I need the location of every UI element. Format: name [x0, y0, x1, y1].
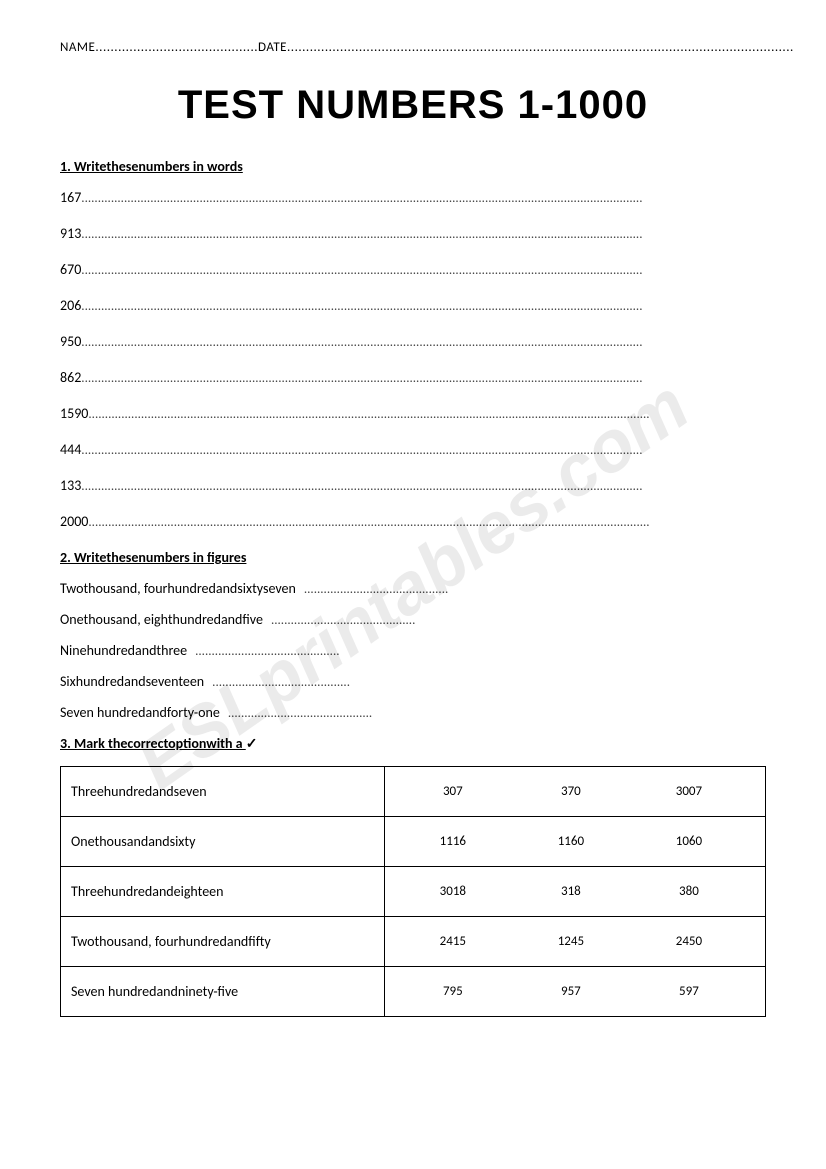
- fig-row: Ninehundredandthree.....................…: [60, 642, 766, 659]
- table-row: Twothousand, fourhundredandfifty 2415 12…: [61, 917, 766, 967]
- option-label: Threehundredandseven: [61, 767, 385, 817]
- check-icon: ✓: [246, 735, 258, 752]
- table-row: Threehundredandeighteen 3018 318 380: [61, 867, 766, 917]
- num-row: 670.....................................…: [60, 261, 766, 278]
- num-row: 913.....................................…: [60, 225, 766, 242]
- fig-text: Twothousand, fourhundredandsixtyseven: [60, 580, 296, 597]
- date-dots: ........................................…: [287, 40, 794, 55]
- fig-row: Onethousand, eighthundredandfive........…: [60, 611, 766, 628]
- option-c[interactable]: 380: [631, 884, 746, 899]
- num-row: 1590....................................…: [60, 405, 766, 422]
- fig-row: Twothousand, fourhundredandsixtyseven...…: [60, 580, 766, 597]
- option-choices: 795 957 597: [385, 967, 766, 1017]
- option-b[interactable]: 1245: [513, 934, 628, 949]
- fill-dots: ........................................…: [81, 335, 642, 350]
- option-choices: 307 370 3007: [385, 767, 766, 817]
- num-value: 167: [60, 189, 81, 206]
- num-row: 206.....................................…: [60, 297, 766, 314]
- option-choices: 3018 318 380: [385, 867, 766, 917]
- fill-dots: ........................................…: [81, 479, 642, 494]
- fig-text: Ninehundredandthree: [60, 642, 187, 659]
- fill-dots: ........................................…: [81, 263, 642, 278]
- num-row: 862.....................................…: [60, 369, 766, 386]
- option-label: Threehundredandeighteen: [61, 867, 385, 917]
- option-choices: 1116 1160 1060: [385, 817, 766, 867]
- option-b[interactable]: 957: [513, 984, 628, 999]
- option-c[interactable]: 597: [631, 984, 746, 999]
- option-c[interactable]: 1060: [631, 834, 746, 849]
- option-a[interactable]: 795: [395, 984, 510, 999]
- num-row: 2000....................................…: [60, 513, 766, 530]
- date-label: DATE: [258, 40, 287, 55]
- num-value: 133: [60, 477, 81, 494]
- fig-row: Seven hundredandforty-one...............…: [60, 704, 766, 721]
- option-a[interactable]: 2415: [395, 934, 510, 949]
- section2-list: Twothousand, fourhundredandsixtyseven...…: [60, 580, 766, 721]
- option-b[interactable]: 318: [513, 884, 628, 899]
- section1-heading: 1. Writethesenumbers in words: [60, 158, 766, 175]
- section3-heading-text: 3. Mark thecorrectoptionwith a: [60, 735, 246, 752]
- option-a[interactable]: 1116: [395, 834, 510, 849]
- option-choices: 2415 1245 2450: [385, 917, 766, 967]
- option-b[interactable]: 370: [513, 784, 628, 799]
- name-dots: ........................................…: [95, 40, 258, 55]
- option-b[interactable]: 1160: [513, 834, 628, 849]
- num-value: 1590: [60, 405, 88, 422]
- option-a[interactable]: 307: [395, 784, 510, 799]
- fig-dots: ........................................…: [271, 613, 415, 628]
- num-row: 167.....................................…: [60, 189, 766, 206]
- fill-dots: ........................................…: [88, 407, 649, 422]
- fill-dots: ........................................…: [88, 515, 649, 530]
- section3-heading: 3. Mark thecorrectoptionwith a ✓: [60, 735, 766, 752]
- fig-text: Seven hundredandforty-one: [60, 704, 220, 721]
- num-value: 862: [60, 369, 81, 386]
- name-label: NAME: [60, 40, 95, 55]
- section1-list: 167.....................................…: [60, 189, 766, 530]
- option-c[interactable]: 3007: [631, 784, 746, 799]
- options-table: Threehundredandseven 307 370 3007 Onetho…: [60, 766, 766, 1017]
- num-row: 950.....................................…: [60, 333, 766, 350]
- option-c[interactable]: 2450: [631, 934, 746, 949]
- option-label: Twothousand, fourhundredandfifty: [61, 917, 385, 967]
- fill-dots: ........................................…: [81, 191, 642, 206]
- fig-text: Sixhundredandseventeen: [60, 673, 204, 690]
- option-label: Onethousandandsixty: [61, 817, 385, 867]
- page-title: TEST NUMBERS 1-1000: [60, 83, 766, 128]
- fig-dots: ........................................…: [228, 706, 372, 721]
- num-value: 950: [60, 333, 81, 350]
- num-value: 670: [60, 261, 81, 278]
- option-label: Seven hundredandninety-five: [61, 967, 385, 1017]
- num-value: 444: [60, 441, 81, 458]
- header-line: NAME....................................…: [60, 40, 766, 55]
- table-row: Seven hundredandninety-five 795 957 597: [61, 967, 766, 1017]
- num-value: 913: [60, 225, 81, 242]
- fill-dots: ........................................…: [81, 299, 642, 314]
- num-row: 133.....................................…: [60, 477, 766, 494]
- table-row: Onethousandandsixty 1116 1160 1060: [61, 817, 766, 867]
- fill-dots: ........................................…: [81, 227, 642, 242]
- fig-dots: ........................................…: [304, 582, 448, 597]
- num-value: 206: [60, 297, 81, 314]
- fig-row: Sixhundredandseventeen..................…: [60, 673, 766, 690]
- fig-dots: ........................................…: [212, 675, 350, 690]
- option-a[interactable]: 3018: [395, 884, 510, 899]
- num-row: 444.....................................…: [60, 441, 766, 458]
- section2-heading: 2. Writethesenumbers in figures: [60, 549, 766, 566]
- fig-text: Onethousand, eighthundredandfive: [60, 611, 263, 628]
- table-row: Threehundredandseven 307 370 3007: [61, 767, 766, 817]
- num-value: 2000: [60, 513, 88, 530]
- fig-dots: ........................................…: [195, 644, 339, 659]
- fill-dots: ........................................…: [81, 371, 642, 386]
- fill-dots: ........................................…: [81, 443, 642, 458]
